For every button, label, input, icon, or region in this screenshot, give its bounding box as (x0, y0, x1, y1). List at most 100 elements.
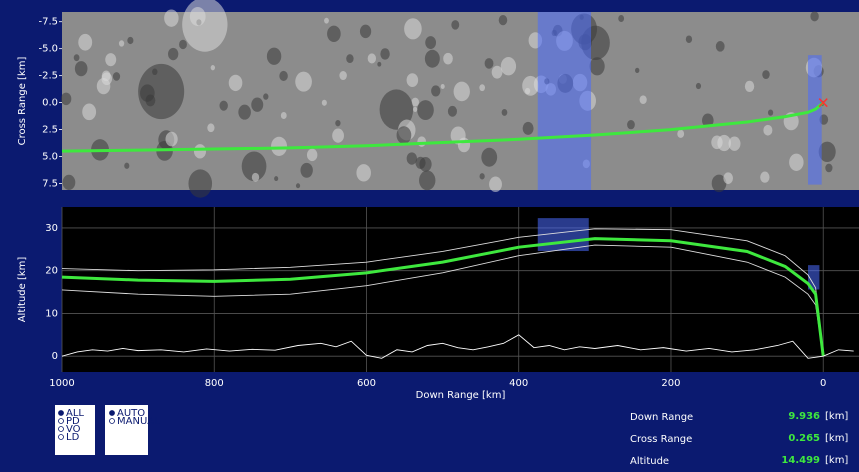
crater (525, 88, 530, 94)
crater (481, 148, 497, 167)
crater (368, 53, 376, 63)
readout-value: 0.265 (788, 433, 820, 444)
radio-label[interactable]: MANUAL (117, 416, 160, 427)
y-tick-label: 0 (52, 351, 58, 362)
crater (407, 152, 417, 164)
crater (417, 100, 434, 120)
crater (279, 71, 287, 81)
crater (207, 123, 214, 132)
y-tick-label: -7.5 (38, 17, 58, 28)
y-tick-label: -2.5 (38, 71, 58, 82)
crater (356, 164, 371, 181)
crater (140, 84, 155, 102)
crater (300, 163, 312, 178)
crater (677, 130, 684, 138)
crater (238, 105, 251, 120)
crater (501, 57, 516, 75)
crater (61, 93, 71, 106)
crater (419, 171, 435, 191)
crater (825, 164, 832, 173)
crater (119, 40, 124, 46)
crater (762, 70, 769, 79)
crater (274, 176, 278, 181)
crater (425, 50, 440, 68)
crater (499, 15, 508, 25)
crater (810, 11, 818, 21)
crater (523, 122, 534, 135)
crater (219, 101, 227, 111)
crater (332, 129, 344, 143)
crater (251, 98, 263, 112)
readout-label: Altitude (630, 456, 669, 467)
radio-button[interactable] (59, 419, 64, 424)
crater (458, 138, 470, 153)
crater (454, 82, 470, 102)
radio-button[interactable] (110, 411, 115, 416)
crater (335, 120, 340, 126)
highlight-region (538, 12, 591, 190)
page: -7.5-5.0-2.50.02.55.07.5Cross Range [km]… (0, 0, 859, 472)
crater (451, 20, 459, 29)
crater (479, 84, 485, 91)
y-axis-label: Altitude [km] (17, 257, 28, 323)
crater (75, 61, 88, 76)
crater (404, 18, 422, 39)
crater (407, 73, 419, 87)
crater (415, 157, 425, 169)
crater (377, 62, 381, 67)
radio-button[interactable] (59, 427, 64, 432)
crater (324, 18, 329, 24)
crater (618, 15, 624, 22)
radio-button[interactable] (110, 419, 115, 424)
crater (322, 100, 327, 106)
y-tick-label: 0.0 (42, 98, 58, 109)
readout-label: Down Range (630, 412, 693, 423)
crater (263, 93, 268, 99)
crater (63, 175, 76, 190)
plot-area (62, 207, 859, 372)
readout-value: 14.499 (781, 455, 820, 466)
crater (502, 109, 508, 116)
crater (102, 70, 111, 81)
crater (717, 135, 731, 151)
readout-unit: [km] (825, 433, 848, 444)
crater (640, 95, 647, 104)
crater (397, 126, 412, 144)
readout-unit: [km] (825, 411, 848, 422)
radio-label[interactable]: LD (66, 432, 80, 443)
crater (281, 112, 287, 119)
crater (78, 34, 92, 51)
crater (346, 54, 353, 63)
crater (211, 65, 215, 70)
crater (190, 7, 206, 26)
crater (127, 37, 133, 44)
crater (327, 26, 341, 42)
crater (271, 137, 287, 156)
crater (168, 48, 178, 60)
crater (485, 58, 494, 69)
crater (413, 107, 417, 112)
crater (113, 72, 120, 81)
crater (716, 41, 725, 52)
crater (307, 149, 317, 162)
x-tick-label: 0 (820, 378, 826, 389)
crater (723, 172, 733, 184)
crater (165, 132, 177, 147)
crater (492, 66, 503, 79)
crater (360, 25, 371, 39)
crater (431, 85, 440, 96)
y-tick-label: 2.5 (42, 125, 58, 136)
crater (425, 36, 436, 49)
crater (489, 177, 502, 192)
crater (745, 81, 754, 92)
crater (82, 104, 96, 121)
radio-button[interactable] (59, 435, 64, 440)
radio-button[interactable] (59, 411, 64, 416)
y-tick-label: 5.0 (42, 152, 58, 163)
crater (179, 40, 187, 49)
y-tick-label: 7.5 (42, 179, 58, 190)
crater (267, 48, 281, 65)
x-tick-label: 600 (357, 378, 376, 389)
y-tick-label: 30 (45, 223, 58, 234)
crater (443, 53, 453, 65)
